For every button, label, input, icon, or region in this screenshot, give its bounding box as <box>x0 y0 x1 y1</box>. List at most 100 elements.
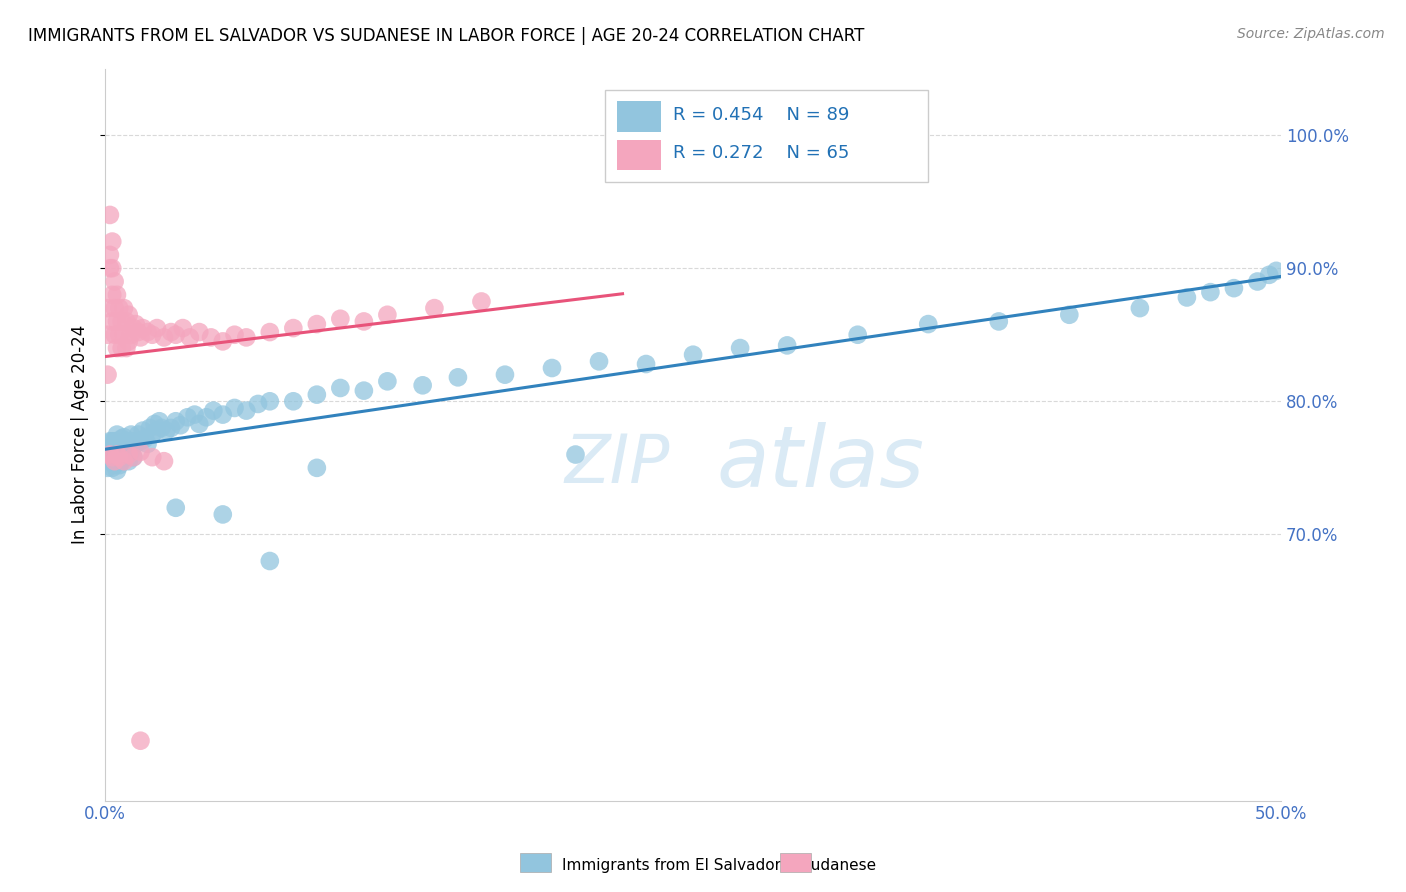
Point <box>97 448 120 462</box>
Text: Immigrants from El Salvador: Immigrants from El Salvador <box>562 858 782 872</box>
Point <box>136 325 159 339</box>
Point <box>115 341 138 355</box>
Point <box>776 338 799 352</box>
Point <box>104 454 127 468</box>
Point <box>122 321 145 335</box>
Text: ZIP: ZIP <box>564 431 669 497</box>
Point <box>329 381 352 395</box>
Point <box>412 378 434 392</box>
Point <box>259 325 281 339</box>
Point <box>134 432 156 446</box>
Point <box>105 463 128 477</box>
Point <box>104 458 127 473</box>
Point <box>235 330 257 344</box>
Point <box>305 317 328 331</box>
Point <box>101 261 124 276</box>
Point <box>112 301 135 315</box>
Point <box>101 450 124 465</box>
Point <box>1199 285 1222 300</box>
Point <box>183 408 205 422</box>
Point <box>108 437 131 451</box>
Point <box>105 427 128 442</box>
Point <box>111 454 134 468</box>
Point <box>150 421 173 435</box>
Point <box>1223 281 1246 295</box>
Point <box>377 374 399 388</box>
Point <box>118 437 141 451</box>
Point <box>139 421 162 435</box>
Point <box>1258 268 1281 282</box>
Point <box>105 448 128 462</box>
Point <box>120 427 142 442</box>
Point <box>153 454 176 468</box>
Point <box>329 311 352 326</box>
Point <box>122 450 145 465</box>
Point <box>129 445 152 459</box>
Point <box>101 287 124 301</box>
Point <box>564 448 586 462</box>
Point <box>728 341 751 355</box>
Point <box>108 327 131 342</box>
Point <box>188 417 211 431</box>
Text: R = 0.454    N = 89: R = 0.454 N = 89 <box>673 105 849 124</box>
Point <box>97 368 120 382</box>
Point <box>470 294 492 309</box>
Bar <box>780 853 811 872</box>
Point <box>141 450 163 465</box>
Point <box>118 334 141 349</box>
Point <box>98 448 121 462</box>
Point <box>305 387 328 401</box>
Point <box>101 450 124 465</box>
Point <box>101 235 124 249</box>
Point <box>195 410 218 425</box>
Point <box>129 434 152 449</box>
Point <box>155 424 177 438</box>
Point <box>202 403 225 417</box>
Point <box>541 361 564 376</box>
Point <box>108 301 131 315</box>
Point <box>200 330 222 344</box>
Point <box>1175 290 1198 304</box>
Point <box>494 368 516 382</box>
Point <box>283 321 305 335</box>
Point <box>120 445 142 459</box>
FancyBboxPatch shape <box>617 102 661 132</box>
FancyBboxPatch shape <box>617 139 661 170</box>
Point <box>143 417 166 431</box>
Point <box>112 450 135 465</box>
Point <box>98 434 121 449</box>
Point <box>98 208 121 222</box>
Point <box>148 414 170 428</box>
Text: R = 0.272    N = 65: R = 0.272 N = 65 <box>673 144 849 161</box>
Point <box>105 341 128 355</box>
Point <box>682 348 704 362</box>
Point <box>211 508 233 522</box>
Point <box>120 327 142 342</box>
Point <box>101 314 124 328</box>
Point <box>129 330 152 344</box>
Point <box>132 321 155 335</box>
Bar <box>520 853 551 872</box>
Text: Source: ZipAtlas.com: Source: ZipAtlas.com <box>1237 27 1385 41</box>
Point <box>917 317 939 331</box>
Point <box>112 441 135 455</box>
Point <box>101 460 124 475</box>
Point <box>141 327 163 342</box>
Point <box>235 403 257 417</box>
Point <box>153 330 176 344</box>
Point <box>104 301 127 315</box>
Point <box>172 321 194 335</box>
Point <box>165 500 187 515</box>
Point <box>118 448 141 462</box>
Point <box>176 410 198 425</box>
Point <box>112 327 135 342</box>
Point <box>104 448 127 462</box>
Point <box>423 301 446 315</box>
Point <box>104 275 127 289</box>
Point <box>98 248 121 262</box>
Point <box>259 394 281 409</box>
Point <box>125 437 148 451</box>
Point <box>98 454 121 468</box>
Point <box>111 341 134 355</box>
Point <box>111 443 134 458</box>
